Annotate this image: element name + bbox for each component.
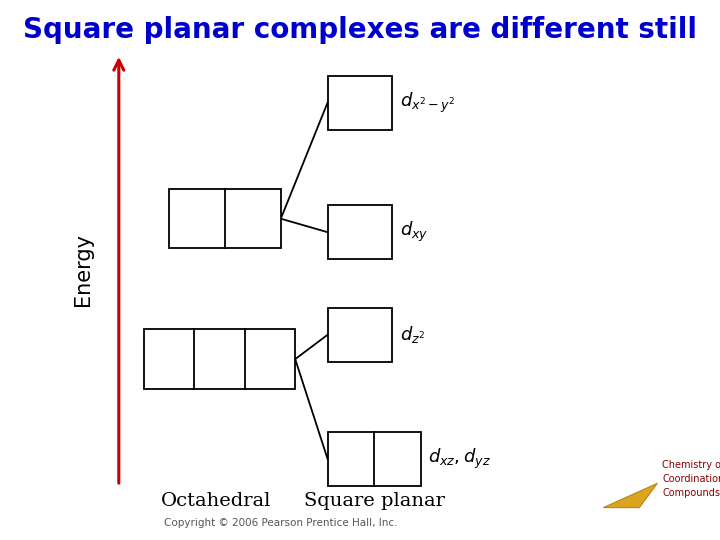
- Bar: [144, 329, 295, 389]
- Bar: [328, 308, 392, 362]
- Text: Copyright © 2006 Pearson Prentice Hall, Inc.: Copyright © 2006 Pearson Prentice Hall, …: [164, 518, 397, 528]
- Text: Octahedral: Octahedral: [161, 492, 271, 510]
- Polygon shape: [603, 483, 657, 508]
- Text: Energy: Energy: [73, 233, 93, 307]
- Bar: [328, 76, 392, 130]
- Bar: [328, 432, 421, 486]
- Text: Chemistry of
Coordination
Compounds: Chemistry of Coordination Compounds: [662, 460, 720, 498]
- Text: $d_{xy}$: $d_{xy}$: [400, 220, 428, 244]
- Bar: [328, 205, 392, 259]
- Text: Square planar complexes are different still: Square planar complexes are different st…: [23, 16, 697, 44]
- Text: Square planar: Square planar: [304, 492, 445, 510]
- Text: $d_{x^2-y^2}$: $d_{x^2-y^2}$: [400, 91, 455, 114]
- Text: $d_{xz}, d_{yz}$: $d_{xz}, d_{yz}$: [428, 447, 491, 471]
- Text: $d_{z^2}$: $d_{z^2}$: [400, 325, 425, 345]
- Bar: [169, 189, 281, 248]
